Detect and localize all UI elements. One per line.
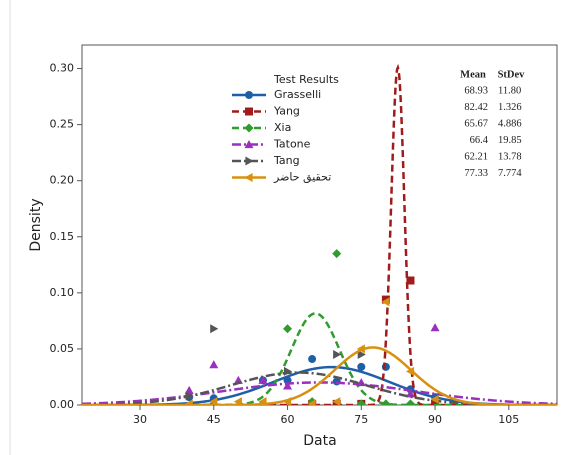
mean-value: 62.21 (464, 151, 488, 162)
point (430, 394, 439, 404)
x-tick-label: 60 (281, 413, 295, 426)
point (405, 366, 415, 376)
point (258, 397, 267, 405)
stdev-value: 7.774 (498, 168, 522, 179)
point (210, 324, 219, 334)
point (332, 249, 342, 259)
y-axis-title: Density (28, 198, 44, 251)
y-tick-label: 0.30 (50, 62, 75, 75)
point (184, 399, 193, 405)
y-tick-label: 0.25 (50, 118, 75, 131)
y-tick-label: 0.20 (50, 174, 75, 187)
x-tick-label: 30 (133, 413, 147, 426)
legend-marker (244, 123, 254, 133)
density-curve (82, 371, 557, 405)
legend-label: Tang (273, 154, 300, 167)
point (333, 350, 342, 360)
legend-title: Test Results (273, 73, 339, 86)
point (258, 375, 268, 384)
stdev-value: 4.886 (498, 118, 522, 129)
legend-marker (245, 156, 254, 166)
mean-value: 66.4 (470, 135, 489, 146)
point (356, 344, 365, 354)
point (283, 366, 293, 376)
x-tick-label: 75 (354, 413, 368, 426)
x-tick-label: 90 (428, 413, 442, 426)
point (185, 391, 194, 401)
point (283, 324, 293, 334)
legend-marker (245, 107, 253, 116)
stdev-value: 13.78 (498, 151, 522, 162)
legend-label: Tatone (273, 138, 311, 151)
point (184, 385, 194, 395)
point (381, 297, 390, 307)
point (381, 399, 391, 405)
x-tick-label: 45 (207, 413, 221, 426)
x-axis-title: Data (303, 433, 336, 449)
point (431, 399, 440, 405)
point (430, 323, 440, 332)
x-tick-label: 105 (498, 413, 519, 426)
legend-marker (244, 140, 254, 149)
y-tick-label: 0.05 (50, 342, 75, 355)
stdev-value: 1.326 (498, 102, 522, 113)
y-tick-label: 0.00 (50, 398, 75, 411)
y-tick-label: 0.10 (50, 286, 75, 299)
y-tick-label: 0.15 (50, 230, 75, 243)
point (283, 381, 293, 390)
point (308, 355, 317, 364)
point (209, 397, 218, 405)
legend-label: Yang (273, 105, 300, 118)
legend-marker (244, 173, 253, 182)
point (357, 362, 366, 371)
mean-header: Mean (460, 69, 486, 80)
point (209, 360, 219, 369)
point (357, 350, 366, 360)
plot-area (82, 63, 557, 405)
density-curve (82, 312, 557, 405)
legend-label: Xia (274, 121, 291, 134)
mean-value: 82.42 (464, 102, 488, 113)
stdev-header: StDev (498, 69, 526, 80)
point (405, 389, 415, 398)
point (356, 399, 366, 405)
point (332, 397, 341, 405)
legend-label: Grasselli (274, 88, 321, 101)
point (405, 399, 415, 405)
point (356, 378, 366, 387)
point (283, 397, 292, 405)
stdev-value: 11.80 (498, 85, 521, 96)
mean-value: 65.67 (464, 118, 488, 129)
point (406, 276, 415, 285)
point (233, 397, 242, 405)
density-curve (82, 346, 557, 405)
legend-label: تحقیق حاضر (273, 171, 331, 185)
mean-value: 77.33 (464, 168, 488, 179)
mean-value: 68.93 (464, 85, 488, 96)
point (307, 399, 316, 405)
stdev-value: 19.85 (498, 135, 522, 146)
legend-marker (245, 91, 253, 99)
